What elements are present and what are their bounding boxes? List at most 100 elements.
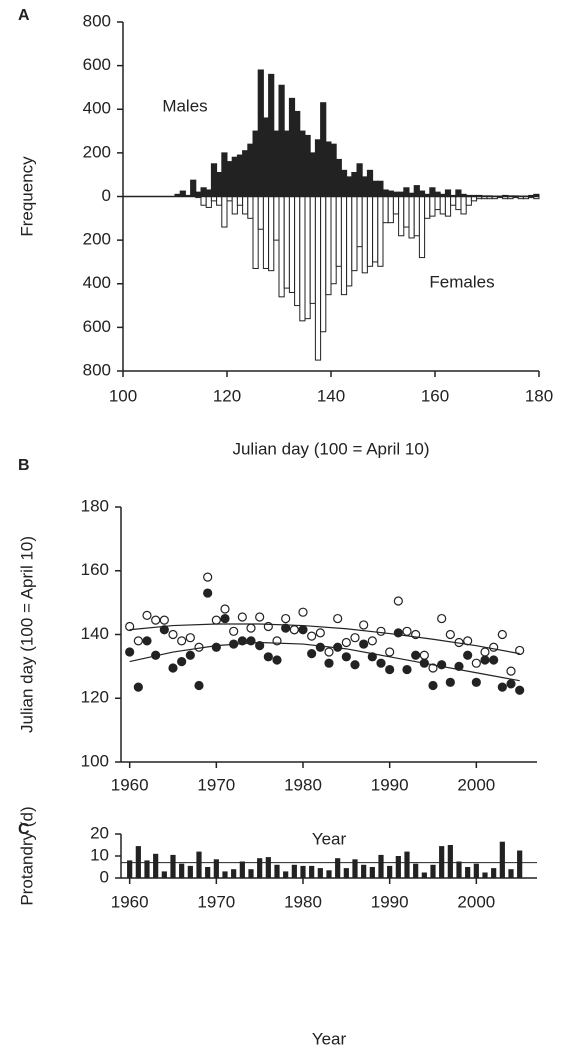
bar (179, 863, 185, 878)
bar (135, 846, 141, 878)
point (229, 626, 239, 636)
bar (236, 154, 244, 197)
point (471, 658, 481, 668)
bar (262, 196, 270, 269)
bar (231, 156, 238, 198)
bar (268, 196, 275, 272)
bar (455, 196, 462, 211)
bar (283, 196, 290, 289)
bar (273, 196, 280, 241)
point (194, 680, 204, 691)
bar (378, 854, 384, 878)
bar (190, 179, 197, 197)
bar (294, 110, 301, 197)
point (506, 679, 516, 689)
trend-line (129, 623, 520, 655)
point (298, 625, 308, 635)
bar (418, 190, 426, 197)
bar (335, 158, 342, 197)
bar (351, 172, 358, 198)
point (376, 658, 386, 668)
bar (356, 163, 363, 197)
point (367, 636, 377, 646)
y-tick-label: 0 (102, 186, 111, 205)
bar (398, 196, 405, 237)
bar (236, 196, 244, 206)
point (159, 625, 169, 635)
bar (257, 69, 264, 197)
point (506, 666, 516, 676)
point (428, 663, 438, 673)
point (237, 636, 247, 646)
x-axis-label: Year (312, 1029, 347, 1048)
point (177, 656, 187, 667)
y-tick-label: 160 (81, 560, 109, 579)
x-tick-label: 100 (109, 386, 137, 405)
bar (200, 196, 207, 206)
point (133, 636, 143, 646)
point (411, 650, 421, 660)
point (393, 596, 403, 606)
bar (455, 189, 462, 198)
bar (268, 73, 275, 197)
y-tick-label: 600 (83, 55, 111, 74)
bar (473, 863, 479, 878)
bar (382, 196, 389, 224)
bar (404, 851, 410, 878)
bar (170, 854, 176, 878)
bar (309, 152, 316, 197)
point (350, 633, 360, 643)
y-axis-label: Protandry (d) (17, 806, 36, 905)
bar (330, 196, 337, 285)
bar (205, 189, 212, 198)
y-tick-label: 0 (100, 867, 109, 886)
point (376, 626, 386, 636)
bar (450, 196, 457, 206)
bar (444, 196, 452, 217)
point (515, 685, 525, 695)
point (497, 629, 507, 640)
bar (460, 196, 467, 215)
bar (274, 864, 280, 878)
point (315, 628, 325, 638)
point (324, 647, 334, 657)
bar (418, 196, 426, 259)
x-tick-label: 180 (525, 386, 553, 405)
point (151, 615, 161, 625)
bar (210, 163, 218, 197)
point (255, 641, 265, 651)
bar (257, 196, 264, 230)
y-tick-label: 100 (81, 751, 109, 770)
y-tick-label: 400 (83, 273, 111, 292)
bar (413, 196, 420, 237)
bar (517, 850, 523, 878)
bar (444, 189, 452, 198)
point (333, 613, 343, 624)
bar (226, 161, 233, 198)
bar (361, 196, 368, 274)
bar (346, 196, 353, 287)
bar (309, 865, 315, 878)
x-tick-label: 1990 (371, 775, 409, 794)
bar (242, 196, 249, 215)
point (489, 655, 499, 665)
y-tick-label: 600 (83, 317, 111, 336)
point (350, 660, 360, 670)
x-tick-label: 2000 (457, 775, 495, 794)
y-tick-label: 180 (81, 496, 109, 515)
bar (447, 845, 453, 878)
point (185, 633, 195, 643)
bar (340, 169, 348, 197)
trend-line (129, 641, 520, 682)
bar (278, 84, 285, 197)
point (237, 612, 247, 622)
point (168, 663, 178, 673)
bar (265, 857, 271, 878)
bar (248, 869, 254, 878)
point (402, 626, 412, 636)
bar (356, 196, 363, 248)
point (471, 677, 481, 687)
bar (205, 867, 211, 878)
bar (434, 196, 441, 211)
